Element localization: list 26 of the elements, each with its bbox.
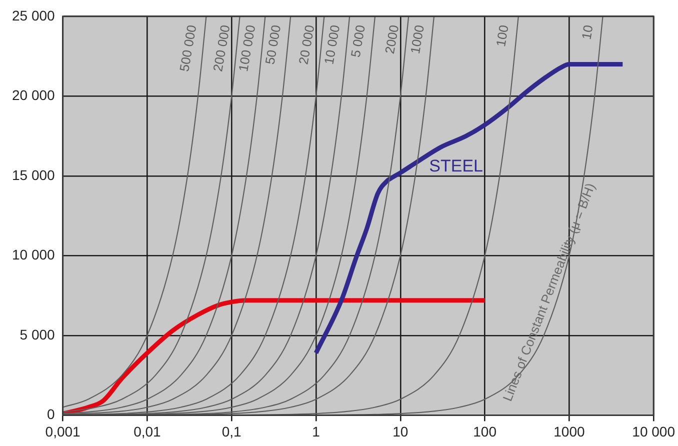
text: 2000 (382, 24, 402, 55)
text: 10 (578, 24, 596, 41)
y-tick-label: 5 000 (20, 326, 56, 342)
y-tick-label: 10 000 (12, 246, 56, 263)
x-tick-label: 1000 (554, 423, 585, 440)
y-tick-label: 25 000 (12, 7, 56, 24)
x-tick-label: 10 (392, 423, 408, 440)
text: 50 000 (262, 24, 284, 66)
series-label: STEEL (429, 156, 484, 176)
x-tick-label: 1 (312, 423, 320, 440)
y-tick-label: 0 (47, 406, 56, 422)
text: 10 000 (321, 24, 343, 66)
text: 500 000 (176, 24, 200, 73)
y-tick-label: 15 000 (12, 166, 56, 183)
text: 5 000 (348, 24, 368, 58)
x-tick-label: 10 000 (632, 423, 676, 440)
x-tick-label: 0,1 (222, 423, 242, 440)
text: 200 000 (210, 24, 233, 73)
text: 1000 (407, 24, 428, 55)
text: 20 000 (296, 24, 318, 66)
x-tick-label: 0,01 (134, 423, 162, 440)
text: 100 000 (236, 24, 258, 73)
x-tick-label: 0,001 (45, 423, 81, 440)
text: 100 (492, 24, 512, 48)
x-tick-label: 100 (473, 423, 497, 440)
y-tick-label: 20 000 (12, 87, 56, 104)
